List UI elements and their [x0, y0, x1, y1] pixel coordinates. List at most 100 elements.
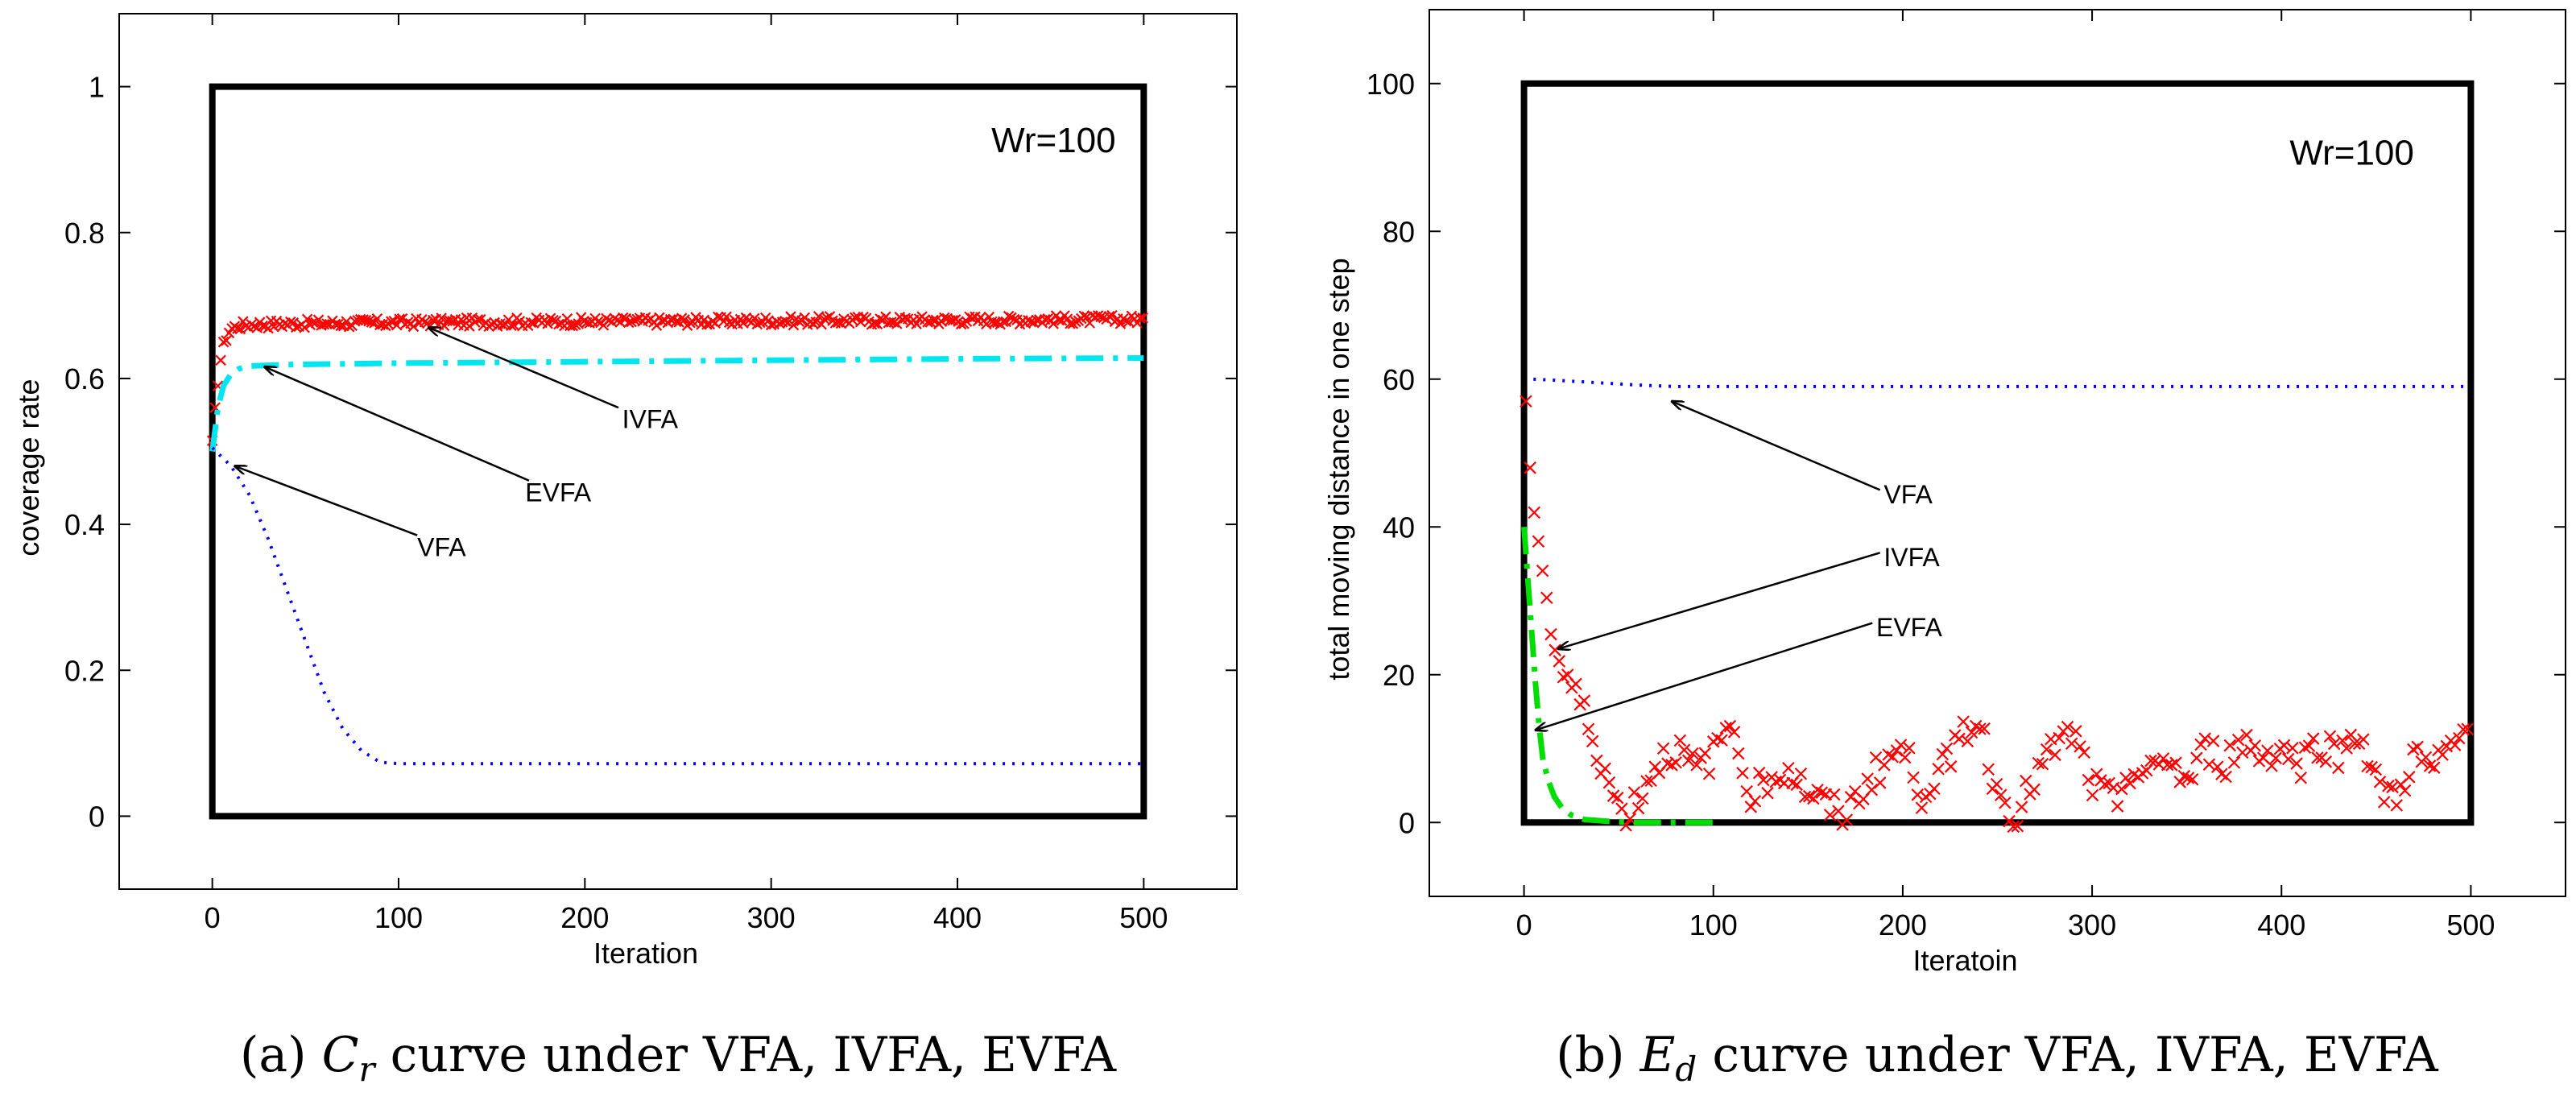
marker-point — [1744, 801, 1758, 813]
callout-arrow — [1672, 401, 1881, 491]
marker-point — [2115, 782, 2128, 796]
marker-point — [1974, 722, 1987, 735]
marker-point — [1886, 750, 1899, 763]
y-tick-label: 60 — [1383, 363, 1415, 396]
marker-point — [1944, 760, 1958, 773]
marker-point — [782, 317, 794, 329]
marker-point — [2036, 757, 2049, 771]
marker-point — [1936, 747, 1950, 761]
callout-vfa: VFA — [234, 466, 466, 561]
marker-point — [1669, 755, 1682, 769]
marker-point — [268, 321, 279, 333]
callout-label: EVFA — [525, 478, 591, 507]
marker-point — [561, 312, 573, 325]
marker-point — [793, 316, 805, 328]
marker-point — [676, 312, 688, 324]
annotation-wr: Wr=100 — [991, 121, 1116, 160]
marker-point — [2144, 754, 2157, 768]
marker-point — [2173, 776, 2186, 788]
marker-point — [2190, 751, 2203, 764]
marker-point — [2286, 742, 2299, 755]
marker-point — [1815, 786, 1829, 799]
marker-point — [981, 318, 992, 330]
series-ivfa — [1520, 395, 2474, 834]
marker-point — [1524, 461, 1536, 474]
marker-point — [788, 319, 800, 331]
marker-point — [1757, 773, 1770, 787]
marker-point — [1740, 784, 1753, 798]
marker-point — [810, 317, 821, 328]
marker-point — [2357, 733, 2370, 746]
marker-point — [1736, 767, 1749, 780]
marker-point — [2386, 780, 2399, 794]
marker-point — [2098, 778, 2111, 791]
marker-point — [2007, 820, 2020, 834]
marker-point — [1940, 742, 1954, 755]
marker-point — [366, 317, 378, 328]
y-tick-label: 0 — [1399, 806, 1415, 839]
caption-prefix: (b) — [1556, 1027, 1639, 1083]
marker-point — [701, 319, 713, 330]
callout-arrow — [264, 366, 530, 482]
marker-point — [2123, 776, 2136, 790]
series-ivfa — [206, 309, 1148, 446]
y-tick-label: 40 — [1383, 511, 1415, 544]
marker-point — [1794, 767, 1808, 780]
marker-point — [1915, 801, 1929, 814]
marker-point — [2457, 722, 2470, 736]
marker-point — [1114, 318, 1127, 329]
marker-point — [2049, 748, 2061, 762]
marker-point — [1532, 535, 1545, 548]
chart-panel-b: 0 100 200 300 400 500 0 20 40 60 80 100 Iteratoin tot… — [1322, 9, 2566, 1089]
marker-point — [257, 320, 268, 332]
marker-point — [2327, 737, 2341, 751]
marker-point — [542, 318, 553, 329]
series-vfa — [1533, 377, 2471, 388]
marker-point — [1615, 802, 1628, 815]
marker-point — [506, 320, 517, 331]
marker-point — [1903, 742, 1916, 755]
marker-point — [2082, 773, 2095, 787]
marker-point — [1577, 694, 1591, 707]
callout-arrow — [1558, 552, 1881, 648]
callout-label: VFA — [417, 532, 466, 561]
y-tick-label: 20 — [1383, 659, 1415, 692]
marker-point — [1961, 735, 1974, 748]
y-tick-label: 100 — [1367, 68, 1415, 101]
marker-point — [2086, 788, 2099, 802]
marker-point — [1928, 782, 1941, 796]
marker-point — [1790, 778, 1803, 792]
marker-point — [2236, 746, 2249, 759]
marker-point — [1807, 792, 1820, 805]
marker-point — [2219, 770, 2232, 784]
marker-point — [1569, 677, 1582, 691]
marker-point — [2436, 748, 2449, 761]
x-tick-label: 500 — [2446, 908, 2495, 941]
marker-point — [875, 313, 886, 325]
series-line — [211, 446, 1144, 766]
marker-point — [548, 314, 559, 326]
marker-point — [1003, 310, 1015, 322]
annotation-wr: Wr=100 — [2289, 134, 2414, 173]
marker-point — [2177, 769, 2191, 783]
series-evfa — [209, 355, 1144, 452]
marker-point — [1894, 739, 1908, 751]
x-tick-label: 300 — [2068, 908, 2116, 941]
marker-point — [1873, 776, 1887, 789]
marker-point — [1000, 316, 1011, 328]
marker-point — [765, 319, 777, 331]
marker-point — [217, 336, 229, 348]
marker-point — [569, 319, 581, 331]
marker-point — [1520, 395, 1532, 408]
y-tick-label: 0.2 — [64, 654, 105, 687]
marker-point — [2028, 783, 2041, 797]
callout-arrow — [1536, 622, 1873, 730]
callout-label: IVFA — [1883, 543, 1940, 572]
marker-point — [1782, 761, 1795, 775]
x-tick-label: 400 — [2257, 908, 2305, 941]
caption-subscript: r — [359, 1049, 378, 1089]
callout-label: VFA — [1883, 480, 1933, 509]
marker-point — [833, 317, 844, 329]
series-line — [209, 355, 1144, 452]
marker-point — [2281, 752, 2295, 766]
